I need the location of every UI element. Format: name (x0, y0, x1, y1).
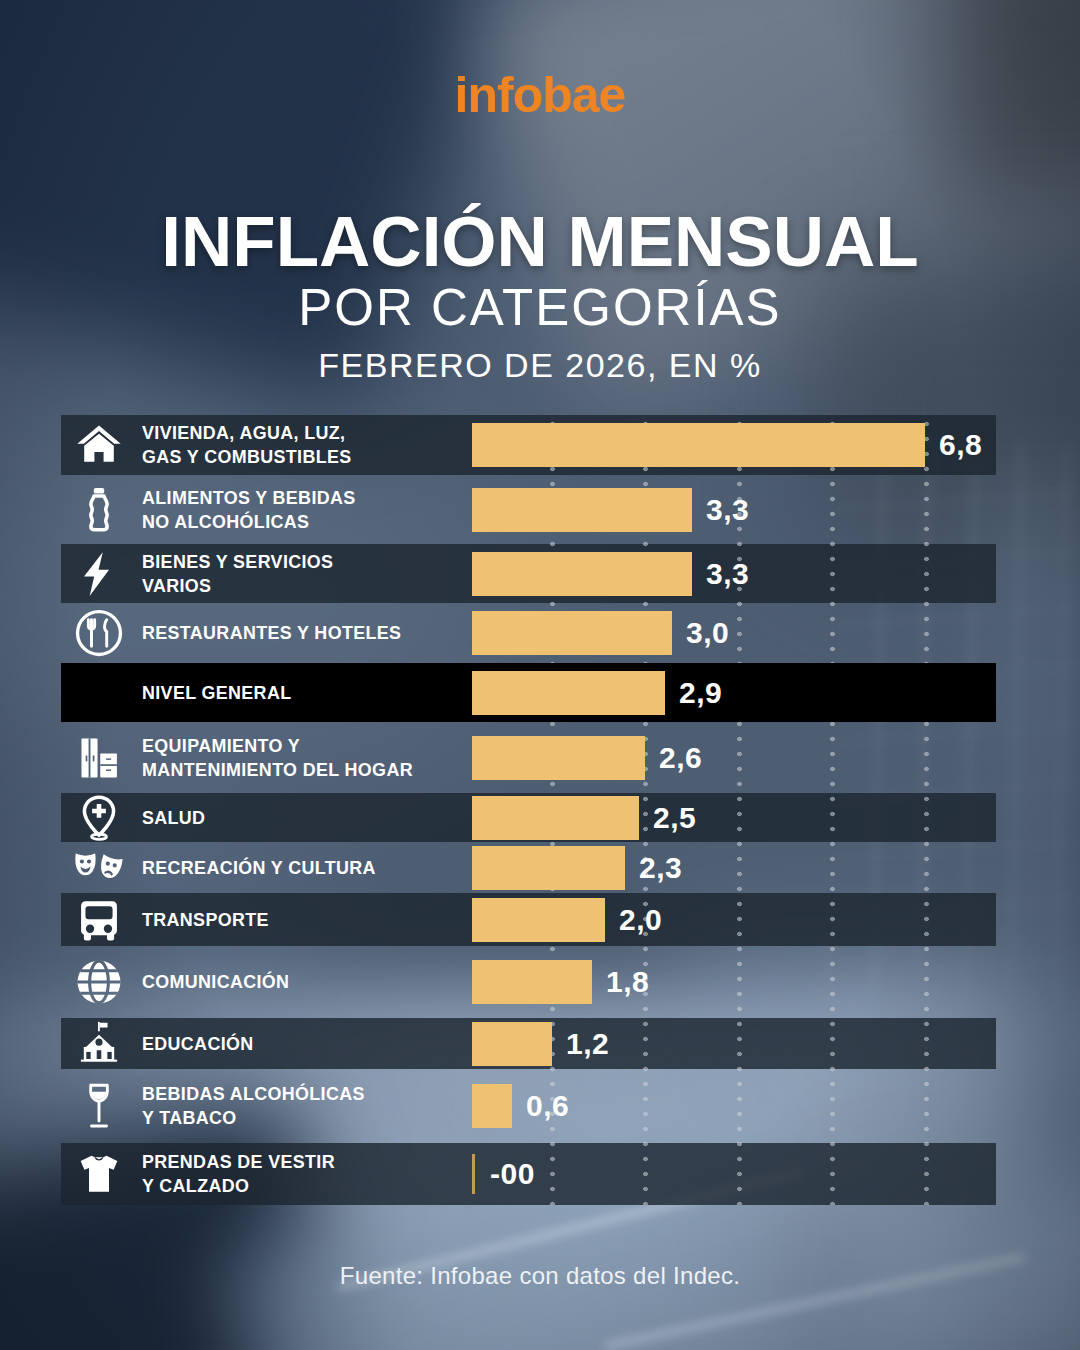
school-icon (74, 1019, 124, 1069)
globe-icon (74, 957, 124, 1007)
bar (472, 898, 605, 942)
furniture-icon (74, 733, 124, 783)
house-icon (74, 420, 124, 470)
infobae-logo: infobae (0, 66, 1080, 124)
value-label: -00 (490, 1157, 535, 1191)
bar (472, 796, 639, 840)
gridline (643, 420, 648, 1205)
category-label: NIVEL GENERAL (142, 681, 291, 705)
value-label: 2,6 (659, 741, 702, 775)
period-label: FEBRERO DE 2026, EN % (0, 346, 1080, 385)
chart-row: VIVIENDA, AGUA, LUZ,GAS Y COMBUSTIBLES 6,… (61, 415, 996, 475)
bar (472, 1084, 512, 1128)
infographic: infobae INFLACIÓN MENSUAL POR CATEGORÍAS… (0, 0, 1080, 1350)
value-label: 2,5 (653, 801, 696, 835)
zero-tick (472, 1154, 475, 1194)
value-label: 1,8 (606, 965, 649, 999)
category-label: SALUD (142, 806, 205, 830)
page-subtitle: POR CATEGORÍAS (0, 278, 1080, 337)
bar (472, 552, 692, 596)
category-label: BEBIDAS ALCOHÓLICASY TABACO (142, 1082, 365, 1130)
gridline (737, 420, 742, 1205)
theater-masks-icon (74, 843, 124, 893)
page-title: INFLACIÓN MENSUAL (0, 201, 1080, 282)
bar (472, 960, 592, 1004)
bus-icon (74, 895, 124, 945)
category-label: ALIMENTOS Y BEBIDASNO ALCOHÓLICAS (142, 486, 356, 534)
bar (472, 611, 672, 655)
bar (472, 846, 625, 890)
category-label: RESTAURANTES Y HOTELES (142, 621, 401, 645)
category-label: EDUCACIÓN (142, 1032, 254, 1056)
bar (472, 671, 665, 715)
chart-row: NIVEL GENERAL 2,9 (61, 663, 996, 722)
wine-glass-icon (74, 1081, 124, 1131)
value-label: 3,3 (706, 493, 749, 527)
value-label: 3,0 (686, 616, 729, 650)
restaurant-icon (74, 608, 124, 658)
category-label: VIVIENDA, AGUA, LUZ,GAS Y COMBUSTIBLES (142, 421, 352, 469)
gridline (830, 420, 835, 1205)
source-note: Fuente: Infobae con datos del Indec. (0, 1262, 1080, 1290)
category-label: COMUNICACIÓN (142, 970, 289, 994)
category-label: RECREACIÓN Y CULTURA (142, 856, 376, 880)
value-label: 2,3 (639, 851, 682, 885)
bottle-icon (74, 485, 124, 535)
bar (472, 423, 925, 467)
value-label: 2,0 (619, 903, 662, 937)
gridline (924, 420, 929, 1205)
tshirt-icon (74, 1149, 124, 1199)
value-label: 3,3 (706, 557, 749, 591)
category-label: EQUIPAMIENTO YMANTENIMIENTO DEL HOGAR (142, 734, 413, 782)
value-label: 2,9 (679, 676, 722, 710)
value-label: 0,6 (526, 1089, 569, 1123)
category-label: BIENES Y SERVICIOSVARIOS (142, 550, 333, 598)
category-label: TRANSPORTE (142, 908, 269, 932)
bar (472, 1022, 552, 1066)
value-label: 1,2 (566, 1027, 609, 1061)
bar (472, 488, 692, 532)
health-pin-icon (74, 793, 124, 843)
bar (472, 736, 645, 780)
category-label: PRENDAS DE VESTIRY CALZADO (142, 1150, 335, 1198)
value-label: 6,8 (939, 428, 982, 462)
lightning-icon (74, 549, 124, 599)
